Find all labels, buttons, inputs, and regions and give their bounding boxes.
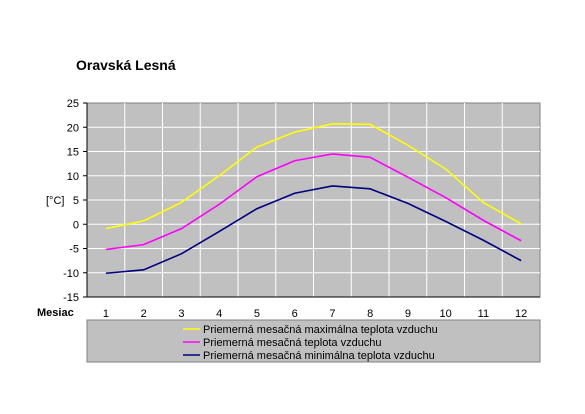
series-line-1 (105, 123, 522, 230)
x-axis-label: Mesiac (37, 307, 74, 319)
x-tick-label: 12 (515, 308, 527, 320)
x-tick-label: 11 (478, 308, 489, 320)
x-tick-label: 1 (103, 308, 109, 320)
x-tick-label: 6 (292, 308, 298, 320)
x-axis-ticks: 1 2 3 4 5 6 7 8 9 10 11 12 (103, 308, 527, 320)
y-axis-ticks: -15 -10 -5 0 5 10 15 20 25 (63, 98, 87, 304)
series-line-3 (105, 185, 522, 275)
legend-items: Priemerná mesačná maximálna teplota vzdu… (183, 324, 438, 362)
x-tick-label: 10 (440, 308, 452, 320)
y-tick-label: -15 (63, 292, 79, 304)
legend-entry: Priemerná mesačná minimálna teplota vzdu… (203, 350, 435, 362)
series-line-2 (105, 153, 522, 251)
x-tick-label: 2 (141, 308, 147, 320)
y-tick-label: -5 (69, 244, 79, 256)
x-tick-label: 4 (216, 308, 222, 320)
y-tick-label: 25 (67, 98, 79, 110)
y-tick-label: 20 (67, 122, 79, 134)
legend-entry: Priemerná mesačná teplota vzduchu (203, 337, 382, 349)
y-tick-label: 10 (67, 171, 79, 183)
x-tick-label: 5 (254, 308, 260, 320)
y-tick-label: 0 (73, 219, 79, 231)
y-tick-label: -10 (63, 268, 79, 280)
legend (86, 319, 541, 363)
legend-entry: Priemerná mesačná maximálna teplota vzdu… (203, 324, 438, 336)
y-tick-label: 5 (73, 195, 79, 207)
x-tick-label: 9 (405, 308, 411, 320)
x-tick-label: 3 (178, 308, 184, 320)
series-lines (105, 123, 522, 275)
y-tick-label: 15 (67, 147, 79, 159)
chart-title: Oravská Lesná (76, 57, 176, 73)
x-tick-label: 8 (367, 308, 373, 320)
x-tick-label: 7 (329, 308, 335, 320)
y-axis-label: [°C] (46, 195, 64, 207)
